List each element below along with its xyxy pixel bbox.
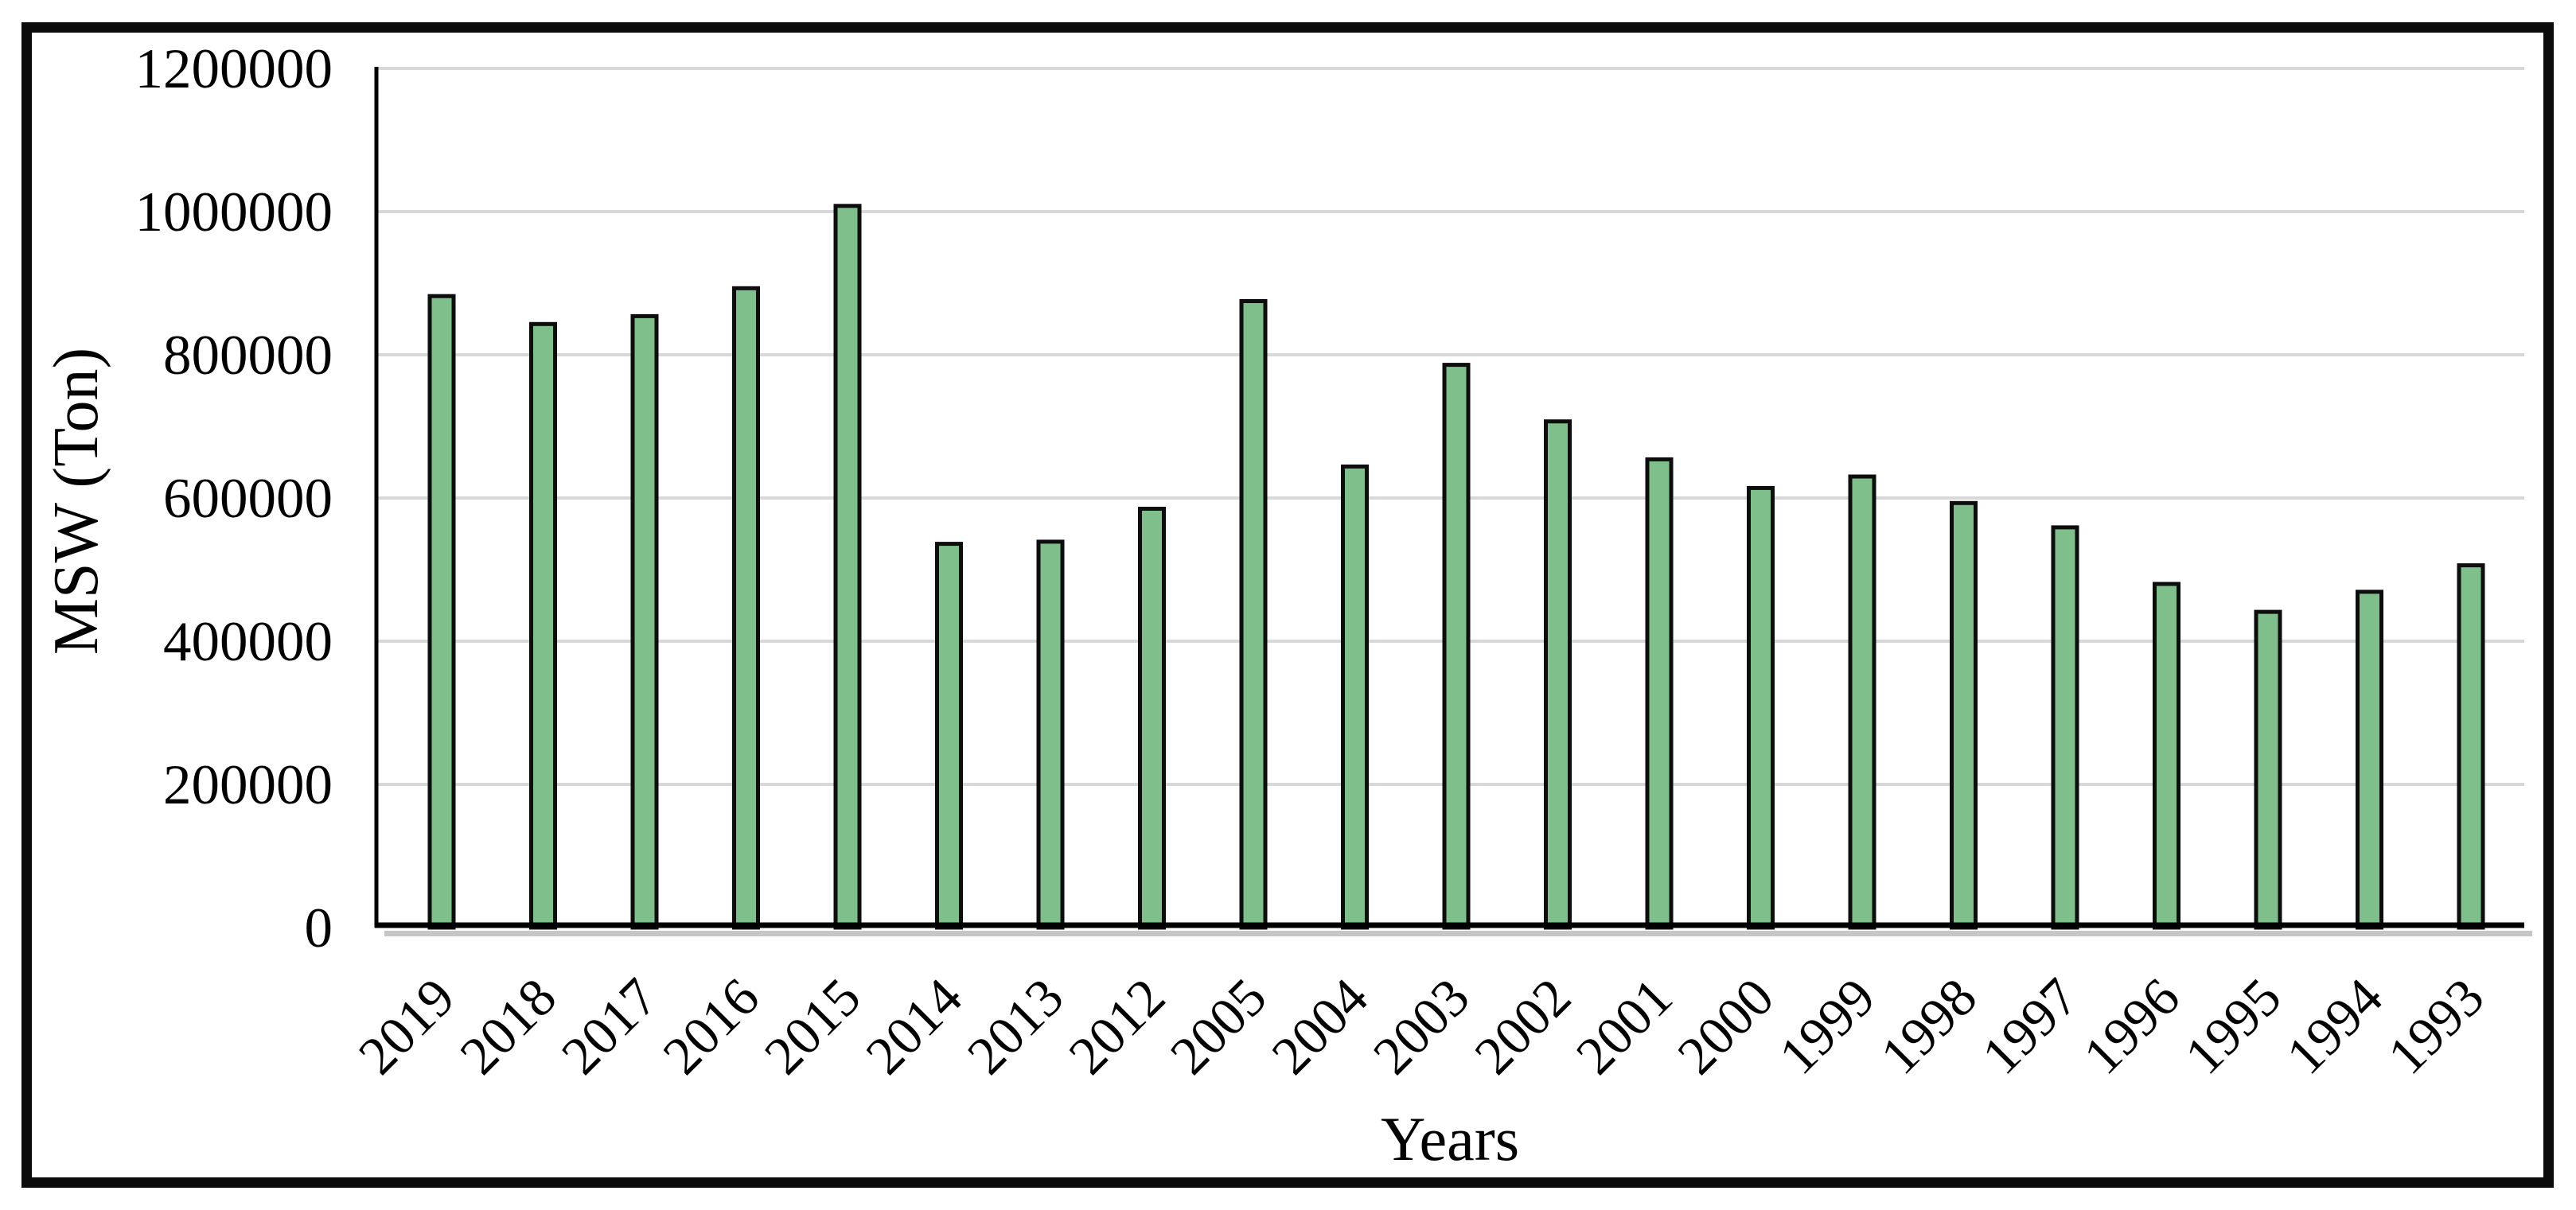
bar-2003: [1442, 363, 1471, 930]
x-tick-label: 2002: [1463, 967, 1582, 1086]
bar-2004: [1341, 464, 1369, 930]
bar-2019: [427, 294, 456, 930]
bar-1998: [1950, 500, 1978, 930]
y-tick-label: 200000: [163, 754, 333, 816]
bar-2002: [1544, 419, 1572, 930]
x-tick-label: 2016: [651, 967, 770, 1086]
bar-1995: [2254, 609, 2282, 930]
bar-1994: [2356, 589, 2383, 930]
x-tick-label: 2005: [1159, 967, 1278, 1086]
bar-1993: [2457, 563, 2485, 930]
bar-2012: [1138, 507, 1166, 930]
x-tick-label: 2004: [1260, 967, 1379, 1086]
x-tick-label: 2018: [448, 967, 567, 1086]
x-tick-label: 1998: [1869, 967, 1988, 1086]
x-tick-label: 2019: [347, 967, 466, 1086]
y-tick-label: 600000: [163, 468, 333, 530]
x-tick-label: 1993: [2376, 967, 2496, 1086]
x-tick-label: 1996: [2071, 967, 2191, 1086]
bar-2016: [732, 286, 760, 930]
x-tick-label: 1994: [2274, 967, 2394, 1086]
x-tick-label: 2015: [753, 967, 872, 1086]
x-tick-label: 2013: [956, 967, 1075, 1086]
axis-shadow: [384, 931, 2532, 936]
y-tick-label: 1200000: [135, 38, 333, 100]
bar-2001: [1645, 457, 1674, 930]
x-tick-label: 2012: [1057, 967, 1176, 1086]
plot-area: 0 200000 400000 600000 800000 1000000 1200000 2…: [135, 38, 2532, 1086]
x-tick-label: 2017: [550, 967, 669, 1086]
x-tick-label: 1999: [1767, 967, 1887, 1086]
bar-2000: [1747, 485, 1775, 930]
bar-2014: [935, 542, 963, 930]
bar-2017: [630, 313, 659, 930]
y-tick-label: 400000: [163, 611, 333, 673]
bar-2013: [1036, 539, 1065, 930]
bar-2015: [833, 204, 862, 930]
x-tick-label: 1997: [1970, 967, 2090, 1086]
y-tick-label: 1000000: [135, 181, 333, 243]
bar-2005: [1239, 299, 1268, 930]
x-tick-label: 2000: [1666, 967, 1785, 1086]
y-axis-title: MSW (Ton): [41, 348, 111, 655]
bar-1999: [1848, 474, 1876, 930]
bar-2018: [529, 321, 557, 930]
y-tick-label: 800000: [163, 325, 333, 387]
x-axis-title: Years: [1381, 1104, 1519, 1173]
y-tick-label: 0: [305, 897, 333, 959]
x-tick-label: 2014: [854, 967, 973, 1086]
x-tick-label: 1995: [2173, 967, 2293, 1086]
x-tick-label: 2003: [1362, 967, 1481, 1086]
bar-1996: [2153, 582, 2180, 930]
x-tick-label: 2001: [1565, 967, 1684, 1086]
bar-1997: [2051, 525, 2079, 930]
